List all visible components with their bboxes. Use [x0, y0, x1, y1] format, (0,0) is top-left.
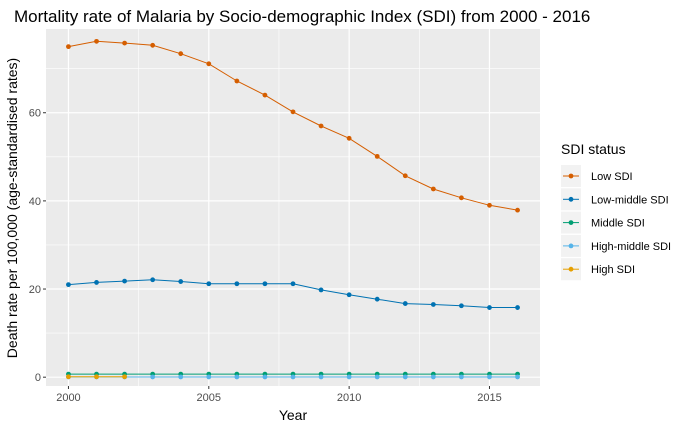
- axes: 2000 2005 2010 2015 0 20 40 60: [29, 108, 502, 404]
- data-point: [178, 51, 184, 57]
- series-high-sdi: [66, 374, 127, 380]
- x-tick-label: 2005: [197, 392, 221, 404]
- data-point: [374, 153, 380, 159]
- data-point: [487, 305, 492, 310]
- data-point: [487, 374, 492, 380]
- data-point: [234, 78, 240, 84]
- series-low-middle-sdi: [66, 277, 520, 310]
- legend-key-point: [568, 266, 574, 272]
- data-point: [459, 303, 464, 309]
- legend-label: High SDI: [591, 264, 635, 276]
- data-point: [459, 195, 464, 201]
- data-point: [262, 281, 268, 287]
- legend-label: High-middle SDI: [591, 241, 671, 253]
- data-point: [374, 296, 380, 302]
- data-point: [318, 374, 324, 380]
- legend-item-low-middle-sdi: Low-middle SDI: [561, 188, 669, 211]
- data-point: [402, 301, 408, 306]
- legend-key-point: [568, 243, 574, 249]
- data-point: [430, 186, 436, 192]
- data-point: [290, 374, 296, 380]
- data-point: [318, 287, 324, 293]
- data-point: [290, 109, 296, 115]
- data-point: [206, 281, 212, 287]
- legend: SDI status Low SDI Low-middle SDI Middle S…: [561, 141, 671, 281]
- series-high-middle-sdi: [66, 374, 520, 380]
- legend-item-low-sdi: Low SDI: [561, 165, 633, 187]
- x-tick-label: 2010: [337, 392, 361, 404]
- series-layer: [66, 38, 520, 380]
- data-point: [430, 302, 436, 307]
- data-point: [515, 374, 520, 380]
- legend-key-point: [568, 173, 574, 179]
- data-point: [346, 292, 352, 298]
- data-point: [94, 374, 99, 380]
- data-point: [487, 202, 492, 208]
- y-tick-label: 20: [29, 284, 41, 296]
- data-point: [515, 305, 520, 310]
- data-point: [262, 374, 268, 380]
- data-point: [66, 44, 71, 50]
- data-point: [318, 123, 324, 129]
- data-point: [150, 42, 156, 48]
- data-point: [122, 278, 127, 284]
- legend-label: Middle SDI: [591, 218, 645, 230]
- legend-item-high-sdi: High SDI: [561, 258, 635, 281]
- chart-title: Mortality rate of Malaria by Socio-demog…: [14, 7, 590, 26]
- x-tick-label: 2000: [56, 392, 80, 404]
- plot-panel: [46, 29, 540, 386]
- legend-title: SDI status: [561, 141, 626, 157]
- legend-label: Low-middle SDI: [591, 194, 669, 206]
- y-tick-label: 60: [29, 108, 41, 120]
- data-point: [94, 38, 99, 44]
- data-point: [290, 281, 296, 287]
- y-tick-label: 40: [29, 196, 41, 208]
- data-point: [515, 207, 520, 213]
- data-point: [122, 374, 127, 380]
- data-point: [459, 374, 464, 380]
- data-point: [150, 277, 156, 283]
- data-point: [66, 374, 71, 380]
- data-point: [346, 135, 352, 141]
- data-point: [402, 173, 408, 179]
- legend-items: Low SDI Low-middle SDI Middle SDI High-midd…: [561, 165, 671, 281]
- data-point: [262, 92, 268, 98]
- data-point: [150, 374, 156, 380]
- data-point: [206, 61, 212, 67]
- y-tick-label: 0: [35, 372, 41, 384]
- data-point: [234, 281, 240, 287]
- data-point: [206, 374, 212, 380]
- data-point: [178, 374, 184, 380]
- legend-item-middle-sdi: Middle SDI: [561, 211, 645, 234]
- data-point: [402, 374, 408, 380]
- data-point: [346, 374, 352, 380]
- x-axis-title: Year: [279, 407, 308, 423]
- data-point: [122, 40, 127, 46]
- legend-key-point: [568, 196, 574, 202]
- y-axis-title: Death rate per 100,000 (age-standardised…: [4, 58, 20, 358]
- legend-item-high-middle-sdi: High-middle SDI: [561, 234, 671, 257]
- legend-key-point: [568, 220, 574, 226]
- data-point: [66, 282, 71, 288]
- data-point: [374, 374, 380, 380]
- x-tick-label: 2015: [477, 392, 501, 404]
- data-point: [94, 280, 99, 285]
- series-low-sdi: [66, 38, 520, 213]
- data-point: [178, 279, 184, 284]
- data-point: [234, 374, 240, 380]
- data-point: [430, 374, 436, 380]
- legend-label: Low SDI: [591, 171, 633, 183]
